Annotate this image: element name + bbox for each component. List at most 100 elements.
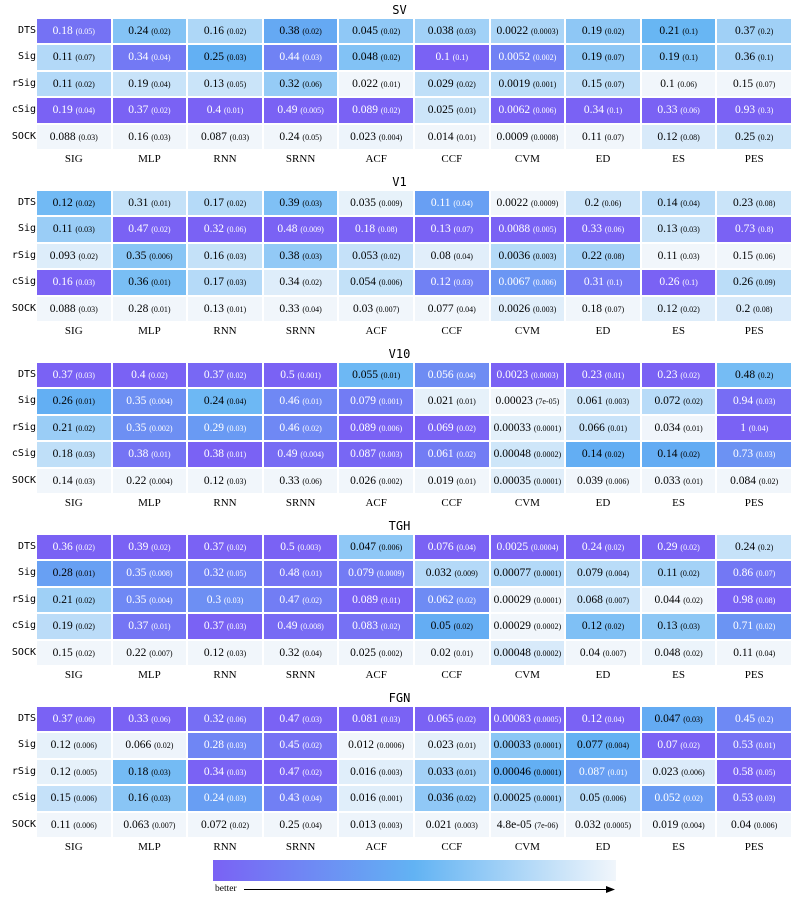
- heatmap-cell: 0.066 (0.02): [111, 732, 188, 759]
- heatmap-cell: 0.12 (0.03): [187, 467, 263, 494]
- cell-std: (0.04): [748, 423, 769, 433]
- heatmap-cell: 0.00033 (0.0001): [489, 732, 566, 759]
- cell-std: (0.06): [151, 715, 171, 724]
- cell-std: (0.0001): [533, 569, 562, 579]
- cell-std: (0.01): [456, 476, 476, 486]
- heatmap-cell: 0.04 (0.006): [716, 811, 792, 838]
- cell-std: (0.03): [78, 132, 98, 142]
- heatmap-cell: 0.047 (0.006): [338, 534, 414, 561]
- cell-std: (0.02): [604, 450, 625, 460]
- heatmap-cell: 0.0036 (0.003): [489, 242, 566, 270]
- cell-std: (0.02): [683, 595, 703, 605]
- cell-std: (0.06): [601, 199, 622, 208]
- column-label: CVM: [514, 153, 540, 165]
- arrow-right-icon: [244, 886, 615, 893]
- colorbar-label: better: [215, 884, 237, 894]
- cell-std: (0.01): [223, 106, 244, 116]
- cell-std: (0.04): [456, 371, 476, 380]
- cell-value: 0.016: [350, 792, 379, 805]
- cell-std: (0.01): [456, 741, 476, 751]
- column-label: CVM: [514, 669, 540, 681]
- row-label: DTS: [17, 369, 36, 380]
- cell-std: (0.01): [604, 371, 625, 380]
- heatmap-cell: 0.24 (0.02): [565, 534, 641, 561]
- heatmap-cell: 0.25 (0.2): [716, 123, 792, 150]
- cell-value: 0.081: [352, 713, 381, 725]
- heatmap-cell: 0.15 (0.06): [716, 242, 792, 270]
- heatmap-cell: 0.3 (0.03): [187, 586, 263, 614]
- cell-std: (0.006): [605, 476, 630, 486]
- column-label: ES: [672, 153, 686, 165]
- cell-value: 0.19: [52, 104, 76, 117]
- cell-std: (0.05): [756, 767, 776, 777]
- cell-value: 0.072: [654, 395, 684, 408]
- panel-title: TGH: [388, 519, 411, 533]
- cell-std: (0.03): [226, 251, 247, 261]
- heatmap-cell: 0.066 (0.01): [565, 414, 641, 442]
- heatmap-cell: 0.087 (0.03): [187, 123, 263, 150]
- cell-std: (0.04): [151, 79, 171, 89]
- cell-value: 0.39: [279, 197, 303, 209]
- heatmap-cell: 0.012 (0.0006): [338, 732, 414, 759]
- cell-value: 0.052: [654, 792, 684, 805]
- cell-value: 0.21: [52, 593, 76, 606]
- cell-std: (0.02): [680, 304, 700, 314]
- cell-value: 0.12: [581, 620, 605, 633]
- cell-value: 0.12: [203, 474, 227, 487]
- column-label: ED: [595, 325, 611, 337]
- heatmap-cell: 0.032 (0.0005): [565, 811, 641, 838]
- column-label: RNN: [213, 669, 237, 681]
- cell-std: (0.01): [380, 595, 401, 605]
- cell-std: (0.0004): [530, 543, 559, 552]
- row-label: Sig: [17, 223, 36, 235]
- heatmap-cell: 0.15 (0.006): [36, 785, 112, 812]
- cell-std: (0.001): [378, 397, 403, 407]
- cell-value: 0.02: [430, 646, 454, 659]
- column-label: ACF: [365, 153, 387, 165]
- column-label: ES: [672, 497, 686, 509]
- heatmap-cell: 0.00046 (0.0001): [489, 758, 566, 786]
- cell-std: (0.02): [683, 397, 703, 407]
- cell-std: (0.01): [683, 423, 703, 433]
- cell-value: 0.033: [427, 765, 457, 778]
- cell-std: (0.0002): [533, 648, 562, 658]
- heatmap-cell: 0.0022 (0.0009): [489, 190, 566, 217]
- heatmap-cell: 0.021 (0.003): [414, 811, 490, 838]
- row-label: SOCK: [11, 302, 36, 314]
- cell-std: (0.04): [302, 304, 322, 314]
- cell-value: 0.0019: [498, 77, 533, 90]
- cell-value: 0.083: [352, 620, 381, 633]
- heatmap-cell: 0.23 (0.02): [640, 362, 717, 389]
- cell-std: (0.008): [149, 569, 173, 579]
- cell-value: 0.22: [126, 646, 150, 659]
- cell-std: (0.06): [677, 79, 697, 89]
- heatmap-cell: 0.49 (0.004): [262, 441, 339, 468]
- cell-std: (0.02): [680, 543, 700, 552]
- cell-std: (0.02): [151, 27, 171, 36]
- column-label: CVM: [514, 497, 540, 509]
- heatmap-cell: 0.43 (0.04): [262, 785, 339, 812]
- cell-std: (0.003): [378, 767, 403, 777]
- heatmap-cell: 0.46 (0.01): [262, 388, 339, 415]
- cell-value: 0.025: [427, 104, 457, 117]
- cell-value: 0.13: [203, 302, 227, 315]
- heatmap-cell: 0.2 (0.06): [565, 190, 641, 217]
- cell-std: (0.05): [226, 79, 247, 89]
- cell-std: (0.03): [75, 225, 95, 235]
- cell-std: (0.02): [151, 543, 171, 552]
- cell-std: (0.1): [452, 53, 469, 63]
- cell-value: 0.37: [128, 104, 152, 117]
- heatmap-cell: 0.032 (0.009): [414, 560, 490, 587]
- heatmap-cell: 0.19 (0.04): [36, 97, 112, 124]
- cell-value: 0.045: [352, 25, 381, 37]
- cell-std: (0.0001): [533, 595, 562, 605]
- cell-value: 0.19: [581, 25, 605, 37]
- heatmap-cell: 0.32 (0.05): [187, 560, 263, 587]
- cell-std: (0.06): [226, 715, 247, 724]
- cell-std: (0.02): [380, 106, 401, 116]
- cell-std: (0.1): [682, 27, 698, 36]
- heatmap-cell: 0.23 (0.01): [565, 362, 641, 389]
- heatmap-cell: 0.36 (0.01): [111, 269, 188, 296]
- column-label: SRNN: [285, 325, 316, 337]
- cell-value: 0.34: [583, 104, 607, 117]
